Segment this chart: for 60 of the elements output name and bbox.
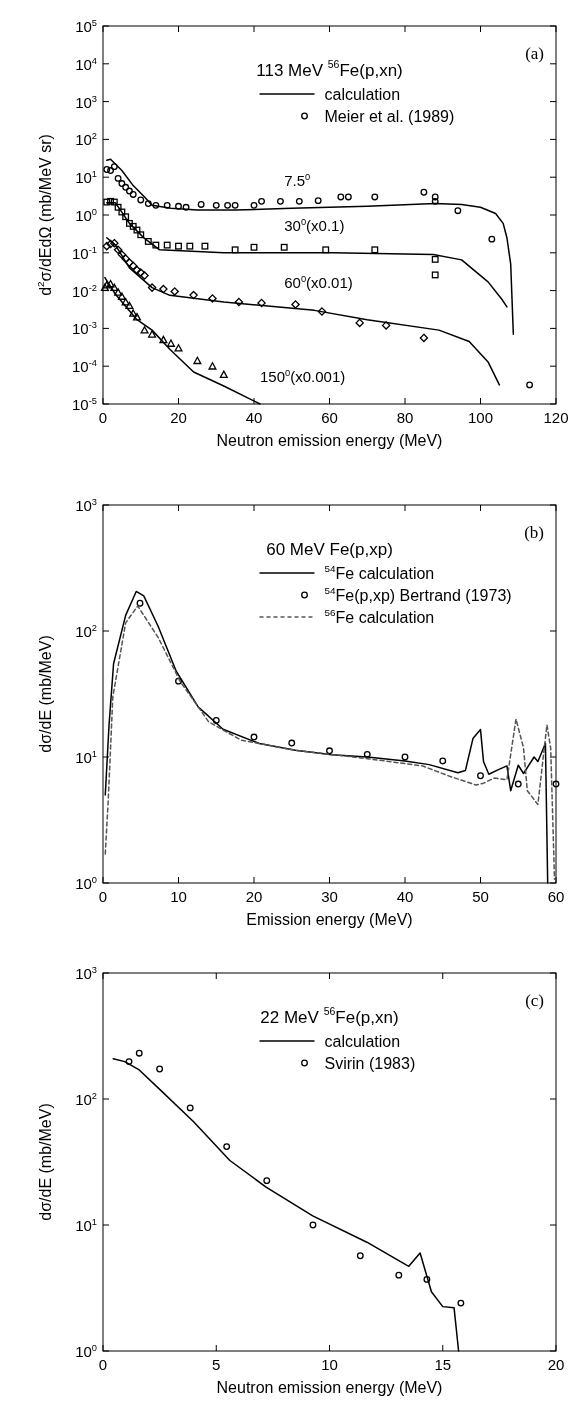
y-tick-label: 10$^{0}$ [75,1342,97,1360]
legend-label: Svirin (1983) [324,1055,416,1072]
y-tick-label: 10$^{3}$ [75,496,97,514]
y-tick-label: 10$^{4}$ [75,55,97,73]
y-tick-label: 10$^{5}$ [75,17,97,35]
legend-label: calculation [324,86,401,103]
x-tick-label: 5 [212,1356,221,1373]
annotation: 30$^{0}$(x0.1) [284,216,345,234]
y-tick-label: 10$^{2}$ [75,622,97,640]
x-tick-label: 60 [547,888,565,905]
y-tick-label: 10$^{0}$ [75,206,97,224]
text: 60 MeV Fe(p,xp) [266,540,393,559]
x-tick-label: 10 [321,1356,338,1373]
y-tick-label: 10$^{-4}$ [72,357,97,376]
x-tick-label: 20 [547,1356,565,1373]
y-tick-label: 10$^{-2}$ [72,282,97,300]
y-tick-label: 10$^{1}$ [75,748,97,766]
legend-label: $^{54}$Fe calculation [324,563,435,582]
legend-label: Meier et al. (1989) [324,108,455,125]
y-axis-title: dσ/dE (mb/MeV) [37,635,54,753]
x-tick-label: 0 [98,888,108,905]
x-axis-title: Emission energy (MeV) [246,911,413,928]
x-tick-label: 0 [98,409,108,426]
x-tick-label: 100 [467,409,494,426]
x-tick-label: 20 [170,409,187,426]
annotation: (b) [524,523,544,542]
text: 22 MeV $^{56}$Fe(p,xn) [260,1005,399,1027]
annotation: 7.5$^{0}$ [284,172,311,190]
y-tick-label: 10$^{3}$ [75,93,97,111]
y-tick-label: 10$^{2}$ [75,131,97,149]
y-tick-label: 10$^{-5}$ [72,395,97,413]
annotation: 150$^{0}$(x0.001) [260,367,346,385]
x-axis-title: Neutron emission energy (MeV) [216,1379,443,1396]
x-tick-label: 40 [396,888,414,905]
x-axis-title: Neutron emission energy (MeV) [216,432,443,449]
x-tick-label: 50 [472,888,489,905]
x-tick-label: 120 [543,409,569,426]
x-tick-label: 10 [170,888,187,905]
x-tick-label: 20 [245,888,263,905]
x-tick-label: 40 [245,409,263,426]
annotation: (c) [525,991,544,1010]
y-tick-label: 10$^{-3}$ [72,320,97,338]
y-tick-label: 10$^{2}$ [75,1090,97,1108]
y-axis-title: dσ/dE (mb/MeV) [37,1103,54,1221]
x-tick-label: 0 [98,1356,108,1373]
y-tick-label: 10$^{0}$ [75,874,97,892]
x-tick-label: 60 [321,409,338,426]
y-tick-label: 10$^{3}$ [75,964,97,982]
legend-label: calculation [324,1033,401,1050]
y-tick-label: 10$^{-1}$ [72,244,97,262]
x-tick-label: 15 [434,1356,452,1373]
x-tick-label: 80 [396,409,414,426]
text: 113 MeV $^{56}$Fe(p,xn) [256,58,403,80]
y-tick-label: 10$^{1}$ [75,1216,97,1234]
y-tick-label: 10$^{1}$ [75,168,97,187]
legend-label: $^{56}$Fe calculation [324,607,435,626]
legend-label: $^{54}$Fe(p,xp) Bertrand (1973) [324,585,512,604]
annotation: (a) [525,44,544,63]
x-tick-label: 30 [321,888,338,905]
annotation: 60$^{0}$(x0.01) [284,274,353,292]
